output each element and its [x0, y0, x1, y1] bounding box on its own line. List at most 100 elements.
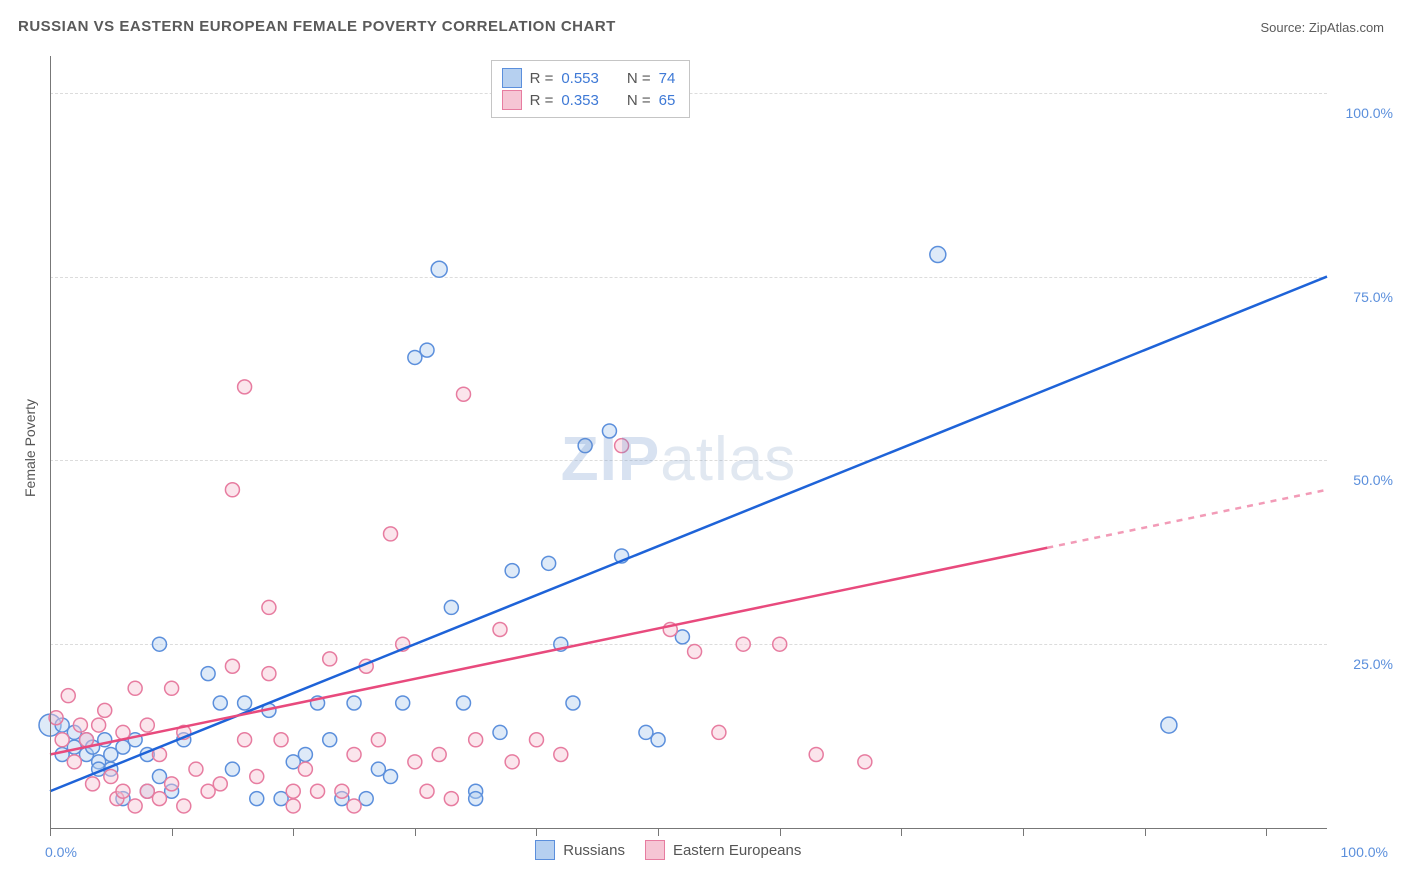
legend-item-label: Eastern Europeans — [673, 842, 801, 859]
scatter-marker — [165, 681, 179, 695]
scatter-marker — [384, 770, 398, 784]
scatter-marker — [347, 799, 361, 813]
scatter-marker — [274, 733, 288, 747]
scatter-marker — [578, 439, 592, 453]
y-tick-label: 100.0% — [1333, 105, 1393, 121]
scatter-marker — [554, 747, 568, 761]
scatter-marker — [73, 718, 87, 732]
legend-row: R = 0.553N = 74 — [502, 67, 676, 89]
scatter-marker — [371, 733, 385, 747]
scatter-marker — [432, 747, 446, 761]
legend-n-value: 65 — [659, 92, 676, 109]
scatter-marker — [238, 696, 252, 710]
legend-n-label: N = — [627, 70, 651, 87]
plot-area: ZIPatlas — [50, 56, 1327, 828]
scatter-marker — [55, 733, 69, 747]
legend-r-label: R = — [530, 92, 554, 109]
legend-item: Eastern Europeans — [645, 840, 801, 860]
scatter-marker — [49, 711, 63, 725]
chart-title: RUSSIAN VS EASTERN EUROPEAN FEMALE POVER… — [18, 18, 616, 35]
source-label: Source: ZipAtlas.com — [1260, 20, 1384, 35]
scatter-marker — [469, 792, 483, 806]
legend-r-value: 0.553 — [561, 70, 599, 87]
scatter-marker — [469, 733, 483, 747]
scatter-marker — [286, 784, 300, 798]
y-tick-label: 50.0% — [1333, 472, 1393, 488]
x-tick — [901, 828, 902, 836]
scatter-marker — [431, 261, 447, 277]
legend-n-value: 74 — [659, 70, 676, 87]
legend-item-label: Russians — [563, 842, 625, 859]
legend-r-value: 0.353 — [561, 92, 599, 109]
scatter-marker — [323, 652, 337, 666]
scatter-marker — [286, 799, 300, 813]
legend-swatch — [535, 840, 555, 860]
scatter-marker — [61, 689, 75, 703]
scatter-marker — [444, 792, 458, 806]
x-tick-label-left: 0.0% — [45, 844, 77, 860]
x-tick — [780, 828, 781, 836]
legend-swatch — [502, 68, 522, 88]
legend-top: R = 0.553 N = 74 R = 0.353 N = 65 — [491, 60, 691, 118]
scatter-marker — [457, 696, 471, 710]
x-axis-line — [50, 828, 1327, 829]
x-tick — [50, 828, 51, 836]
legend-bottom: Russians Eastern Europeans — [535, 840, 801, 860]
scatter-marker — [712, 725, 726, 739]
legend-swatch — [645, 840, 665, 860]
scatter-marker — [140, 718, 154, 732]
scatter-marker — [86, 777, 100, 791]
scatter-marker — [384, 527, 398, 541]
scatter-marker — [225, 483, 239, 497]
trend-line-dashed — [1047, 490, 1327, 548]
scatter-marker — [128, 799, 142, 813]
scatter-marker — [773, 637, 787, 651]
scatter-marker — [347, 747, 361, 761]
y-axis-line — [50, 56, 51, 828]
scatter-marker — [396, 696, 410, 710]
svg-layer — [50, 56, 1327, 828]
scatter-marker — [420, 784, 434, 798]
scatter-marker — [262, 667, 276, 681]
scatter-marker — [602, 424, 616, 438]
scatter-marker — [262, 600, 276, 614]
scatter-marker — [298, 747, 312, 761]
scatter-marker — [92, 718, 106, 732]
scatter-marker — [177, 799, 191, 813]
x-tick — [293, 828, 294, 836]
scatter-marker — [213, 696, 227, 710]
scatter-marker — [98, 703, 112, 717]
scatter-marker — [128, 681, 142, 695]
scatter-marker — [152, 637, 166, 651]
scatter-marker — [311, 784, 325, 798]
scatter-marker — [250, 792, 264, 806]
x-tick — [536, 828, 537, 836]
scatter-marker — [225, 659, 239, 673]
scatter-marker — [225, 762, 239, 776]
legend-item: Russians — [535, 840, 625, 860]
scatter-marker — [250, 770, 264, 784]
y-axis-title: Female Poverty — [22, 399, 38, 497]
scatter-marker — [213, 777, 227, 791]
x-tick — [1266, 828, 1267, 836]
x-tick — [658, 828, 659, 836]
scatter-marker — [930, 247, 946, 263]
scatter-marker — [736, 637, 750, 651]
scatter-marker — [420, 343, 434, 357]
y-tick-label: 25.0% — [1333, 656, 1393, 672]
x-tick — [1145, 828, 1146, 836]
legend-n-label: N = — [627, 92, 651, 109]
legend-row: R = 0.353 N = 65 — [502, 89, 676, 111]
scatter-marker — [542, 556, 556, 570]
scatter-marker — [444, 600, 458, 614]
scatter-marker — [165, 777, 179, 791]
scatter-marker — [457, 387, 471, 401]
scatter-marker — [347, 696, 361, 710]
scatter-marker — [104, 770, 118, 784]
scatter-marker — [67, 755, 81, 769]
scatter-marker — [335, 784, 349, 798]
scatter-marker — [201, 667, 215, 681]
scatter-marker — [505, 755, 519, 769]
scatter-marker — [493, 725, 507, 739]
scatter-marker — [566, 696, 580, 710]
